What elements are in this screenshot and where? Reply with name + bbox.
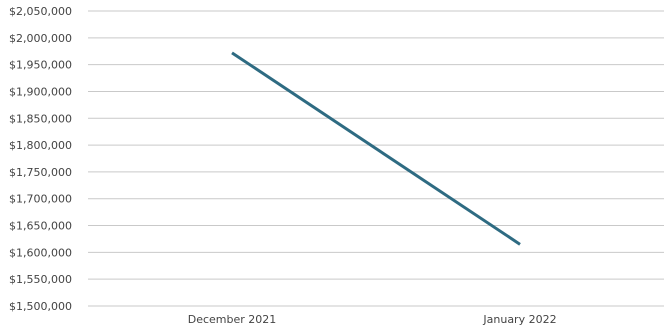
y-tick-label: $2,050,000: [9, 5, 72, 18]
x-tick-label: January 2022: [482, 313, 556, 326]
y-tick-label: $1,900,000: [9, 85, 72, 98]
y-tick-label: $1,500,000: [9, 300, 72, 313]
x-axis-tick-labels: December 2021 January 2022: [188, 313, 557, 326]
gridlines: [88, 10, 664, 307]
y-tick-label: $1,600,000: [9, 246, 72, 259]
y-tick-label: $2,000,000: [9, 32, 72, 45]
y-tick-label: $1,750,000: [9, 166, 72, 179]
y-tick-label: $1,950,000: [9, 59, 72, 72]
y-tick-label: $1,550,000: [9, 273, 72, 286]
y-tick-label: $1,700,000: [9, 193, 72, 206]
y-tick-label: $1,850,000: [9, 112, 72, 125]
x-tick-label: December 2021: [188, 313, 277, 326]
y-axis-tick-labels: $1,500,000 $1,550,000 $1,600,000 $1,650,000…: [9, 5, 72, 313]
y-tick-label: $1,800,000: [9, 139, 72, 152]
series-line: [231, 51, 521, 246]
y-tick-label: $1,650,000: [9, 220, 72, 233]
series-layer: [231, 51, 521, 246]
